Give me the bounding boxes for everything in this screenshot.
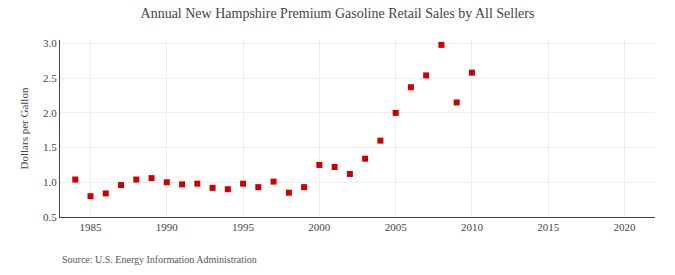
svg-text:2015: 2015 (537, 221, 560, 233)
svg-text:2020: 2020 (613, 221, 636, 233)
svg-text:2005: 2005 (385, 221, 408, 233)
svg-text:1995: 1995 (232, 221, 255, 233)
svg-text:1990: 1990 (156, 221, 179, 233)
svg-text:2010: 2010 (461, 221, 484, 233)
svg-text:Source: U.S. Energy Informatio: Source: U.S. Energy Information Administ… (62, 254, 257, 265)
svg-text:2.5: 2.5 (43, 72, 57, 84)
svg-text:2.0: 2.0 (43, 107, 57, 119)
svg-text:Dollars per Gallon: Dollars per Gallon (18, 87, 30, 169)
svg-text:0.5: 0.5 (43, 211, 57, 223)
svg-text:1.5: 1.5 (43, 141, 57, 153)
svg-text:2000: 2000 (308, 221, 331, 233)
svg-text:1.0: 1.0 (43, 176, 57, 188)
svg-text:Annual New Hampshire Premium G: Annual New Hampshire Premium Gasoline Re… (141, 6, 535, 21)
svg-text:3.0: 3.0 (43, 37, 57, 49)
svg-text:1985: 1985 (80, 221, 103, 233)
